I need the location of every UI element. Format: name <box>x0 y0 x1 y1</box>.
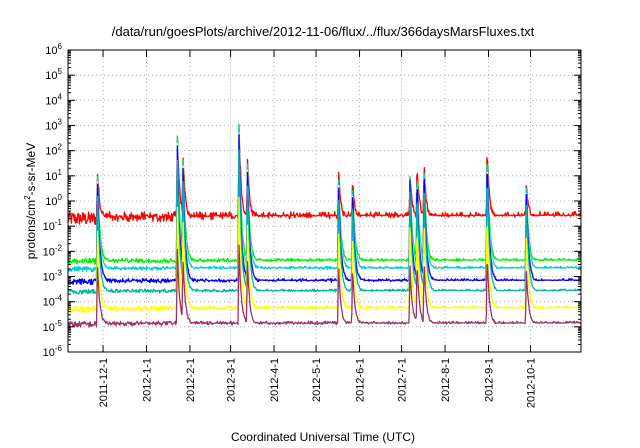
x-tick-label: 2012-5-1 <box>311 358 323 402</box>
y-tick-label: 101 <box>45 168 62 183</box>
y-tick-base: 10 <box>43 221 55 233</box>
y-tick-exponent: -6 <box>55 344 63 353</box>
y-tick-label: 10-4 <box>43 294 63 309</box>
y-tick-label: 105 <box>45 67 62 82</box>
y-label-part-1: protons/cm <box>24 200 38 259</box>
y-tick-label: 10-6 <box>43 344 63 359</box>
y-tick-exponent: -4 <box>55 294 63 303</box>
chart-title: /data/run/goesPlots/archive/2012-11-06/f… <box>112 24 535 39</box>
x-tick-label: 2012-6-1 <box>355 358 367 402</box>
y-tick-exponent: 6 <box>58 42 63 51</box>
series-line <box>68 123 581 265</box>
series-line <box>68 196 581 313</box>
series-line <box>68 128 581 226</box>
series-group <box>68 123 581 328</box>
y-tick-exponent: 4 <box>58 92 63 101</box>
y-tick-base: 10 <box>43 297 55 309</box>
y-tick-exponent: -5 <box>55 319 63 328</box>
x-axis-ticks: 2011-12-1 2012-1-1 2012-2-1 2012-3-1 2012-4-… <box>98 50 538 408</box>
y-tick-label: 102 <box>45 143 62 158</box>
series-line <box>68 244 581 328</box>
y-tick-exponent: 0 <box>58 193 63 202</box>
y-label-sup: 2 <box>23 195 32 200</box>
y-tick-label: 10-3 <box>43 269 63 284</box>
x-tick-label: 2012-1-1 <box>141 358 153 402</box>
y-tick-base: 10 <box>45 196 57 208</box>
grid-lines <box>68 50 581 352</box>
y-label-part-2: -s-sr-MeV <box>24 143 38 196</box>
y-tick-label: 103 <box>45 118 62 133</box>
y-tick-exponent: 5 <box>58 67 63 76</box>
x-tick-label: 2012-3-1 <box>226 358 238 402</box>
x-axis-label: Coordinated Universal Time (UTC) <box>231 430 415 444</box>
y-tick-base: 10 <box>43 272 55 284</box>
y-tick-base: 10 <box>43 347 55 359</box>
y-tick-base: 10 <box>45 146 57 158</box>
x-tick-label: 2012-2-1 <box>185 358 197 402</box>
y-tick-base: 10 <box>45 95 57 107</box>
y-tick-base: 10 <box>45 45 57 57</box>
y-tick-label: 10-5 <box>43 319 63 334</box>
y-tick-exponent: 1 <box>58 168 63 177</box>
y-tick-label: 10-2 <box>43 243 63 258</box>
y-tick-exponent: -2 <box>55 243 63 252</box>
y-tick-label: 104 <box>45 92 62 107</box>
y-tick-exponent: -1 <box>55 218 63 227</box>
y-tick-exponent: 3 <box>58 118 63 127</box>
y-tick-base: 10 <box>43 246 55 258</box>
y-tick-label: 10-1 <box>43 218 63 233</box>
series-line <box>68 132 581 277</box>
x-tick-label: 2012-7-1 <box>397 358 409 402</box>
x-tick-label: 2012-4-1 <box>269 358 281 402</box>
y-tick-exponent: 2 <box>58 143 63 152</box>
y-tick-label: 106 <box>45 42 62 57</box>
x-tick-label: 2011-12-1 <box>98 358 110 407</box>
x-tick-label: 2012-8-1 <box>440 358 452 402</box>
series-line <box>68 149 581 295</box>
series-line <box>68 134 581 286</box>
series-line <box>68 125 581 273</box>
y-tick-base: 10 <box>45 171 57 183</box>
y-tick-base: 10 <box>45 70 57 82</box>
y-tick-label: 100 <box>45 193 62 208</box>
y-tick-base: 10 <box>43 322 55 334</box>
y-axis-ticks: 10-610-510-410-310-210-11001011021031041… <box>43 42 581 359</box>
y-tick-exponent: -3 <box>55 269 63 278</box>
x-tick-label: 2012-10-1 <box>526 358 538 408</box>
y-axis-label: protons/cm2-s-sr-MeV <box>23 143 38 259</box>
x-tick-label: 2012-9-1 <box>483 358 495 402</box>
y-tick-base: 10 <box>45 121 57 133</box>
